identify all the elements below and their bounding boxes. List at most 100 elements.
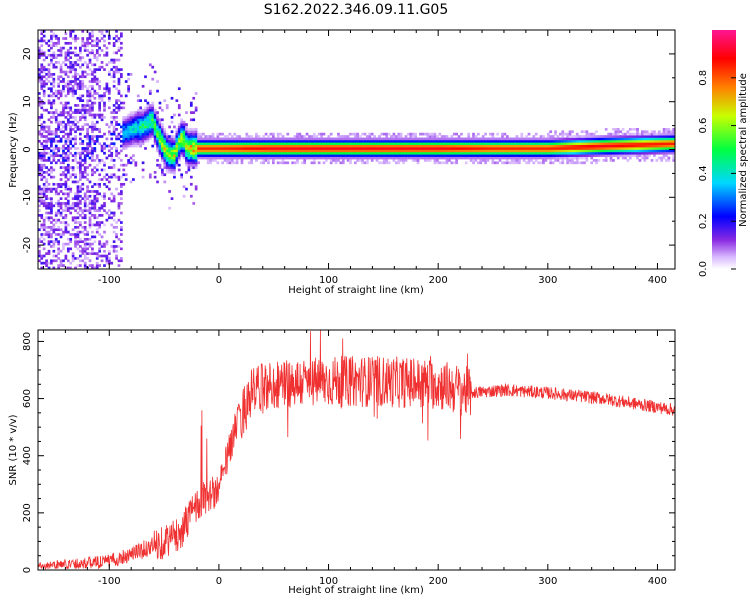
spectrogram-cell [566, 149, 569, 153]
spectrogram-cell [527, 159, 531, 162]
spectrogram-cell [665, 149, 668, 153]
spectrogram-cell [93, 252, 97, 255]
spectrogram-cell [361, 154, 364, 157]
spectrogram-cell [132, 125, 135, 129]
spectrogram-cell [66, 171, 70, 174]
spectrogram-cell [665, 154, 668, 157]
spectrogram-cell [45, 171, 48, 174]
spectrogram-cell [117, 77, 121, 81]
spectrogram-cell [83, 242, 87, 246]
spectrogram-cell [353, 151, 357, 155]
spectrogram-cell [587, 144, 591, 148]
spectrogram-cell [397, 156, 401, 160]
spectrogram-cell [573, 147, 577, 150]
spectrogram-cell [520, 154, 524, 157]
spectrogram-cell [69, 130, 73, 134]
spectrogram-cell [604, 156, 608, 160]
spectrogram-cell [607, 139, 610, 143]
spectrogram-cell [74, 225, 77, 229]
spectrogram-cell [619, 135, 623, 138]
spectrogram-cell [604, 137, 608, 141]
spectrogram-cell [607, 149, 610, 153]
spectrogram-cell [320, 149, 323, 153]
spectrogram-cell [240, 139, 244, 143]
spectrogram-cell [71, 94, 75, 98]
spectrogram-cell [315, 139, 319, 143]
spectrogram-cell [648, 139, 651, 143]
spectrogram-cell [597, 137, 601, 141]
spectrogram-cell [559, 151, 562, 155]
spectrogram-cell [628, 156, 632, 160]
spectrogram-cell [464, 156, 468, 160]
spectrogram-cell [74, 73, 77, 76]
spectrogram-cell [428, 154, 432, 157]
spectrogram-cell [308, 139, 311, 143]
spectrogram-cell [83, 175, 87, 179]
spectrogram-cell [173, 163, 176, 167]
spectrogram-cell [520, 132, 524, 136]
spectrogram-cell [382, 154, 386, 157]
spectrogram-cell [631, 154, 635, 157]
spectrogram-cell [139, 132, 143, 136]
spectrogram-cell [600, 147, 603, 150]
spectrogram-cell [163, 166, 167, 169]
spectrogram-cell [416, 161, 420, 165]
spectrogram-cell [375, 154, 379, 157]
spectrogram-cell [100, 242, 104, 246]
spectrogram-cell [542, 154, 545, 157]
spectrogram-cell [47, 187, 51, 191]
spectrogram-cell [98, 209, 102, 212]
spectrogram-cell [641, 144, 644, 148]
spectrogram-cell [293, 144, 297, 148]
spectrogram-cell [163, 180, 167, 184]
spectrogram-cell [230, 139, 234, 143]
spectrogram-cell [602, 159, 606, 162]
spectrogram-cell [353, 132, 357, 136]
spectrogram-cell [175, 127, 179, 131]
spectrogram-cell [423, 147, 427, 150]
spectrogram-cell [571, 159, 574, 162]
spectrogram-cell [554, 130, 557, 134]
spectrogram-cell [74, 75, 77, 79]
spectrogram-cell [52, 259, 56, 263]
spectrogram-cell [580, 147, 584, 150]
spectrogram-cell [349, 132, 352, 136]
spectrogram-cell [568, 137, 572, 141]
spectrogram-cell [62, 161, 65, 165]
spectrogram-cell [426, 142, 430, 146]
spectrogram-cell [86, 87, 89, 91]
spectrogram-cell [86, 137, 89, 141]
spectrogram-cell [255, 151, 258, 155]
spectrogram-cell [247, 149, 251, 153]
spectrogram-cell [308, 135, 311, 138]
spectrogram-cell [382, 137, 386, 141]
spectrogram-cell [530, 159, 533, 162]
spectrogram-cell [592, 154, 596, 157]
colorbar-label: Normalized spectral amplitude [738, 73, 749, 227]
spectrogram-cell [66, 187, 70, 191]
spectrogram-cell [209, 135, 212, 138]
spectrogram-cell [81, 216, 85, 220]
spectrogram-cell [120, 202, 123, 205]
spectrogram-cell [559, 149, 562, 153]
spectrogram-cell [578, 151, 582, 155]
spectrogram-cell [107, 209, 111, 212]
spectrogram-cell [614, 142, 618, 146]
spectrogram-cell [293, 151, 297, 155]
spectrogram-cell [76, 233, 80, 236]
spectrogram-cell [399, 132, 403, 136]
spectrogram-cell [38, 168, 41, 172]
spectrogram-cell [532, 139, 536, 143]
spectrogram-cell [609, 154, 613, 157]
spectrogram-cell [136, 108, 140, 112]
spectrogram-cell [115, 149, 118, 153]
spectrogram-cell [168, 149, 171, 153]
spectrogram-cell [293, 161, 297, 165]
spectrogram-cell [95, 156, 99, 160]
spectrogram-cell [156, 123, 159, 126]
spectrogram-cell [91, 151, 94, 155]
spectrogram-cell [110, 261, 114, 265]
spectrogram-cell [414, 139, 417, 143]
spectrogram-cell [81, 94, 85, 98]
spectrogram-cell [341, 142, 345, 146]
